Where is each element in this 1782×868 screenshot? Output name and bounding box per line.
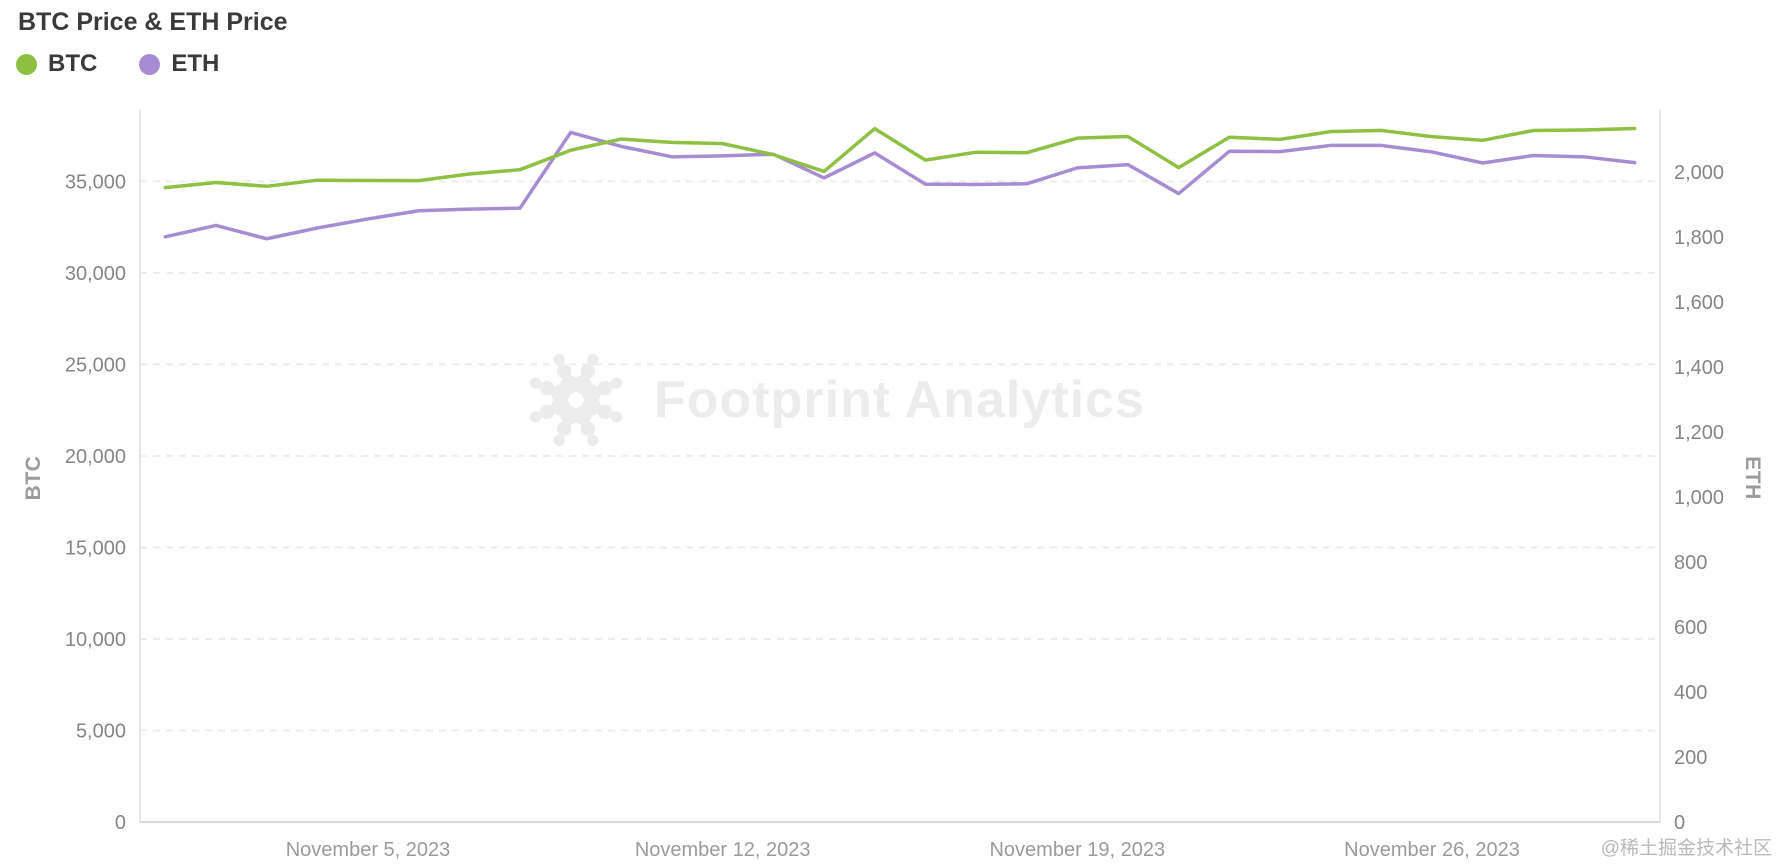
y-axis-tick-left: 25,000 [65, 354, 126, 376]
y-axis-tick-right: 600 [1674, 617, 1707, 639]
series-btc-line[interactable] [163, 126, 1637, 190]
btc-legend-dot-icon [16, 53, 37, 75]
x-axis-tick: November 12, 2023 [635, 839, 811, 861]
watermark-text: Footprint Analytics [654, 371, 1145, 429]
y-axis-tick-left: 10,000 [65, 629, 126, 651]
legend-item-btc[interactable]: BTC [16, 50, 97, 78]
eth-legend-label: ETH [171, 50, 220, 77]
y-axis-tick-left: 5,000 [76, 720, 126, 742]
legend: BTC ETH [16, 50, 219, 78]
eth-legend-dot-icon [139, 53, 161, 75]
right-axis-title: ETH [1741, 456, 1764, 500]
y-axis-tick-left: 20,000 [65, 446, 126, 468]
btc-legend-label: BTC [48, 50, 98, 77]
watermark: Footprint Analytics [524, 348, 1145, 452]
y-axis-tick-right: 1,000 [1674, 487, 1724, 509]
left-axis-title: BTC [22, 455, 45, 501]
y-axis-tick-right: 1,800 [1674, 227, 1724, 249]
y-axis-tick-right: 400 [1674, 682, 1707, 704]
community-watermark-tag: @稀土掘金技术社区 [1600, 838, 1772, 859]
series-eth-line[interactable] [163, 130, 1637, 241]
y-axis-tick-right: 2,000 [1674, 162, 1724, 184]
legend-item-eth[interactable]: ETH [139, 50, 219, 78]
y-axis-tick-right: 200 [1674, 747, 1707, 769]
y-axis-tick-right: 1,600 [1674, 292, 1724, 314]
y-axis-tick-left: 30,000 [65, 263, 126, 285]
y-axis-tick-left: 15,000 [65, 537, 126, 559]
x-axis-tick: November 5, 2023 [286, 839, 451, 861]
y-axis-tick-right: 1,200 [1674, 422, 1724, 444]
footprint-logo-icon [529, 353, 623, 447]
x-axis-tick: November 19, 2023 [989, 839, 1165, 861]
y-axis-tick-left: 0 [115, 812, 126, 834]
y-axis-tick-right: 0 [1674, 812, 1685, 834]
x-axis-tick: November 26, 2023 [1344, 839, 1520, 861]
chart-title: BTC Price & ETH Price [18, 8, 288, 36]
y-axis-tick-right: 1,400 [1674, 357, 1724, 379]
y-axis-tick-left: 35,000 [65, 171, 126, 193]
y-axis-tick-right: 800 [1674, 552, 1707, 574]
